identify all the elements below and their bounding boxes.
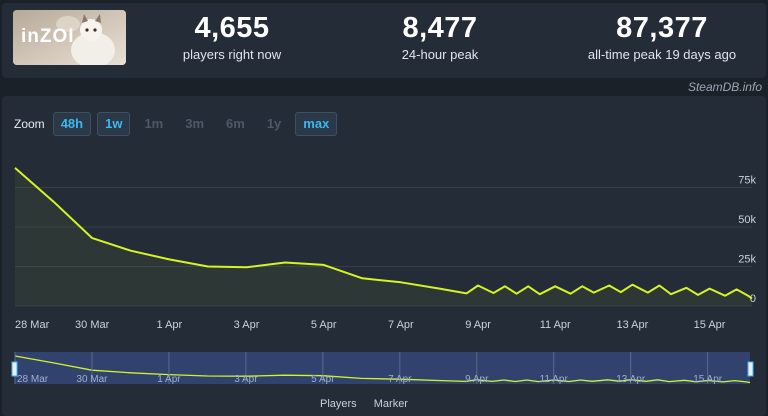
stat-players-now: 4,655 players right now: [170, 12, 294, 64]
navigator-tick-label: 15 Apr: [693, 374, 723, 385]
zoom-48h-button[interactable]: 48h: [52, 112, 92, 136]
x-tick-label: 5 Apr: [311, 319, 337, 331]
x-tick-label: 28 Mar: [15, 319, 50, 331]
navigator-tick-label: 5 Apr: [311, 374, 335, 385]
x-tick-label: 11 Apr: [540, 319, 571, 331]
zoom-label: Zoom: [14, 117, 45, 131]
series-line-players[interactable]: [14, 167, 753, 300]
zoom-max-button[interactable]: max: [295, 112, 338, 136]
zoom-1w-button[interactable]: 1w: [97, 112, 131, 136]
x-tick-label: 3 Apr: [234, 319, 260, 331]
x-tick-label: 1 Apr: [157, 319, 183, 331]
y-tick-label: 50k: [738, 214, 756, 226]
y-tick-label: 75k: [738, 175, 756, 187]
navigator-tick-label: 1 Apr: [157, 374, 181, 385]
zoom-6m-button[interactable]: 6m: [226, 116, 245, 131]
game-logo[interactable]: inZOI: [13, 10, 126, 65]
chart-navigator[interactable]: 28 Mar 30 Mar 1 Apr 3 Apr 5 Apr 7 Apr 9 Apr 11 …: [0, 346, 768, 386]
series-area: [15, 167, 752, 306]
x-tick-label: 30 Mar: [75, 319, 110, 331]
zoom-bar: Zoom 48h 1w 1m 3m 6m 1y max: [14, 112, 343, 136]
navigator-tick-label: 13 Apr: [616, 374, 646, 385]
zoom-1y-button[interactable]: 1y: [266, 116, 282, 131]
game-logo-image: [13, 10, 126, 65]
x-tick-label: 13 Apr: [616, 319, 648, 331]
stat-24h-peak: 8,477 24-hour peak: [378, 12, 502, 64]
stat-label: players right now: [182, 47, 282, 62]
stat-all-time-peak: 87,377 all-time peak 19 days ago: [576, 12, 748, 64]
x-tick-label: 7 Apr: [388, 319, 414, 331]
y-tick-label: 25k: [738, 254, 756, 266]
stat-value: 8,477: [402, 12, 478, 44]
logo-text: inZOI: [21, 26, 75, 47]
navigator-tick-label: 11 Apr: [540, 374, 569, 385]
stat-label: all-time peak 19 days ago: [587, 47, 737, 62]
y-tick-label: 0: [750, 293, 756, 305]
navigator-tick-label: 30 Mar: [76, 374, 108, 385]
navigator-tick-label: 28 Mar: [17, 374, 49, 385]
zoom-3m-button[interactable]: 3m: [185, 116, 205, 131]
stat-value: 87,377: [616, 12, 708, 44]
player-count-chart[interactable]: 0 25k 50k 75k 28 Mar 30 Mar 1 Apr 3 Apr 5 Apr 7 A…: [0, 140, 768, 340]
navigator-handle-left[interactable]: [11, 361, 18, 377]
navigator-tick-label: 9 Apr: [465, 374, 489, 385]
stat-label: 24-hour peak: [401, 47, 479, 62]
x-tick-label: 15 Apr: [694, 319, 726, 331]
chart-legend: Players Marker: [320, 398, 408, 410]
zoom-1m-button[interactable]: 1m: [144, 116, 164, 131]
steamdb-attribution[interactable]: SteamDB.info: [687, 80, 762, 94]
navigator-tick-label: 3 Apr: [234, 374, 258, 385]
navigator-handle-right[interactable]: [747, 361, 754, 377]
summary-card: [2, 3, 766, 78]
x-tick-label: 9 Apr: [465, 319, 491, 331]
legend-marker[interactable]: Marker: [373, 398, 408, 410]
navigator-tick-label: 7 Apr: [388, 374, 412, 385]
legend-players[interactable]: Players: [320, 398, 357, 410]
navigator-series-line: [14, 355, 751, 384]
stat-value: 4,655: [194, 12, 270, 44]
